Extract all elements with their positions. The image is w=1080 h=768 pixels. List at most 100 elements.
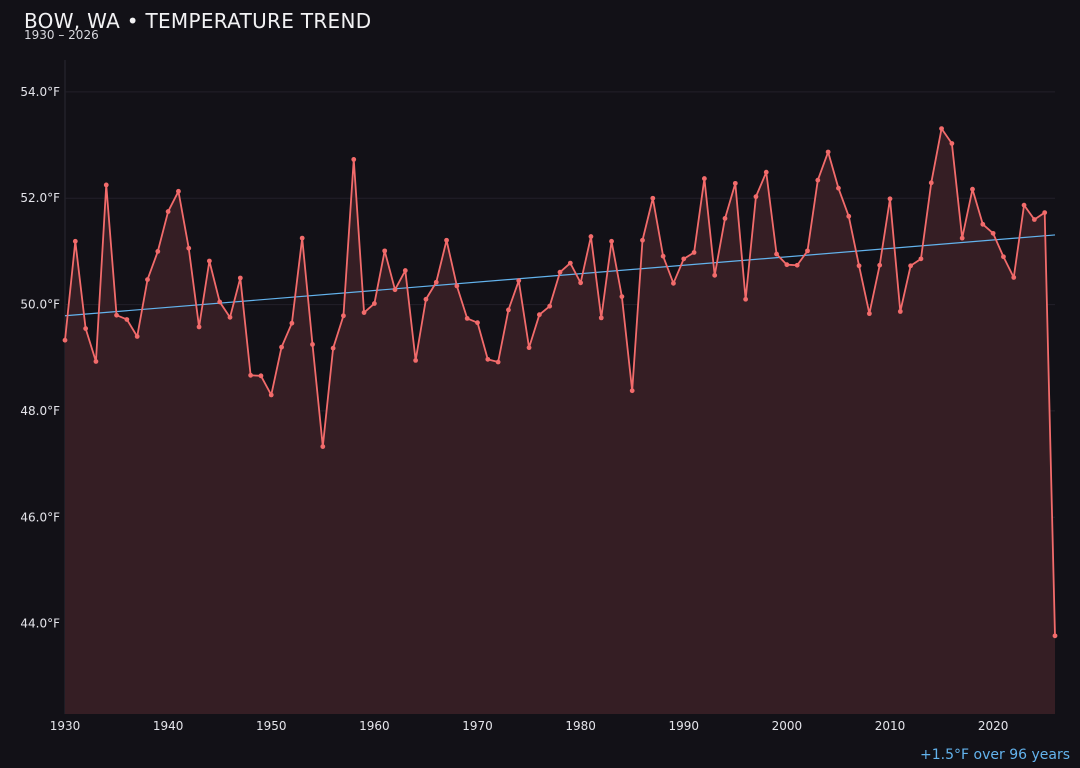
data-point: [928, 180, 934, 186]
data-point: [619, 294, 625, 300]
data-point: [671, 280, 676, 286]
data-point: [495, 359, 501, 365]
data-point: [124, 317, 130, 322]
y-tick-label: 46.0°F: [20, 510, 60, 524]
data-point: [114, 312, 119, 318]
data-point: [918, 256, 924, 262]
x-axis: 1930 1940 1950 1960 1970 1980 1990 2000 2010 2020: [50, 719, 1009, 733]
data-point: [650, 195, 656, 201]
data-point: [83, 326, 89, 331]
data-point: [774, 251, 779, 257]
data-point: [227, 314, 233, 320]
data-point: [320, 444, 326, 449]
data-point: [103, 182, 109, 188]
data-point: [887, 196, 893, 202]
data-point: [155, 249, 161, 254]
data-point: [908, 263, 914, 269]
data-point: [361, 310, 367, 315]
x-tick-label: 1960: [359, 719, 390, 733]
data-point: [959, 235, 965, 241]
data-point: [217, 299, 223, 305]
data-point: [72, 238, 78, 244]
data-point: [423, 296, 429, 302]
data-point: [1001, 254, 1006, 260]
data-point: [506, 307, 511, 313]
data-point: [485, 356, 491, 362]
data-point: [475, 320, 480, 326]
chart-title: BOW, WA • TEMPERATURE TREND: [24, 9, 372, 33]
data-point: [712, 272, 718, 278]
x-tick-label: 1940: [153, 719, 184, 733]
y-tick-label: 48.0°F: [20, 404, 60, 418]
data-point: [629, 388, 635, 394]
data-point: [382, 248, 388, 254]
data-point: [815, 177, 821, 183]
data-point: [722, 216, 728, 221]
data-point: [949, 141, 955, 146]
data-point: [691, 250, 697, 255]
data-point: [299, 235, 305, 241]
data-point: [1031, 217, 1037, 222]
data-point: [341, 313, 346, 319]
data-point: [701, 176, 707, 181]
data-point: [62, 337, 68, 343]
data-points: [62, 126, 1058, 639]
data-point: [856, 263, 862, 269]
data-point: [939, 126, 944, 131]
data-point: [1021, 202, 1027, 208]
data-point: [145, 277, 150, 282]
data-point: [578, 280, 584, 286]
data-point: [464, 316, 470, 321]
data-point: [640, 237, 645, 243]
data-point: [1042, 210, 1048, 216]
data-point: [134, 334, 140, 339]
data-point: [877, 262, 883, 268]
x-tick-label: 1930: [50, 719, 81, 733]
data-point: [454, 283, 460, 289]
data-point: [805, 248, 810, 254]
data-point: [609, 238, 614, 244]
data-point: [516, 278, 522, 284]
data-point: [794, 262, 800, 268]
data-point: [753, 194, 759, 200]
x-tick-label: 1980: [565, 719, 596, 733]
data-point: [588, 234, 594, 239]
data-point: [970, 186, 975, 192]
data-point: [681, 256, 687, 262]
data-point: [557, 269, 563, 275]
data-point: [1011, 275, 1017, 280]
data-point: [836, 185, 841, 191]
data-point: [371, 301, 377, 306]
data-point: [444, 237, 449, 243]
data-point: [258, 373, 264, 379]
data-point: [186, 245, 192, 251]
data-point: [289, 320, 295, 326]
data-point: [165, 209, 171, 214]
data-point: [310, 342, 315, 347]
x-tick-label: 1990: [668, 719, 699, 733]
trend-line: [64, 234, 1056, 317]
data-point: [268, 392, 274, 398]
data-point: [990, 230, 996, 236]
data-point: [392, 287, 398, 293]
data-point: [279, 344, 284, 350]
x-tick-label: 2000: [772, 719, 803, 733]
x-tick-label: 1970: [462, 719, 493, 733]
trend-line-group: [64, 234, 1056, 317]
area-fill: [65, 128, 1055, 715]
data-point: [846, 213, 852, 219]
data-point: [176, 188, 181, 194]
data-point: [825, 149, 831, 155]
data-point: [93, 359, 99, 364]
data-point: [413, 358, 419, 363]
trend-annotation: +1.5°F over 96 years: [920, 747, 1070, 763]
y-tick-label: 50.0°F: [20, 298, 60, 312]
x-tick-label: 2010: [875, 719, 906, 733]
data-point: [897, 309, 903, 314]
data-point: [248, 372, 254, 378]
y-tick-label: 44.0°F: [20, 617, 60, 631]
data-point: [237, 275, 243, 281]
data-point: [330, 345, 336, 351]
data-point: [1052, 633, 1058, 639]
